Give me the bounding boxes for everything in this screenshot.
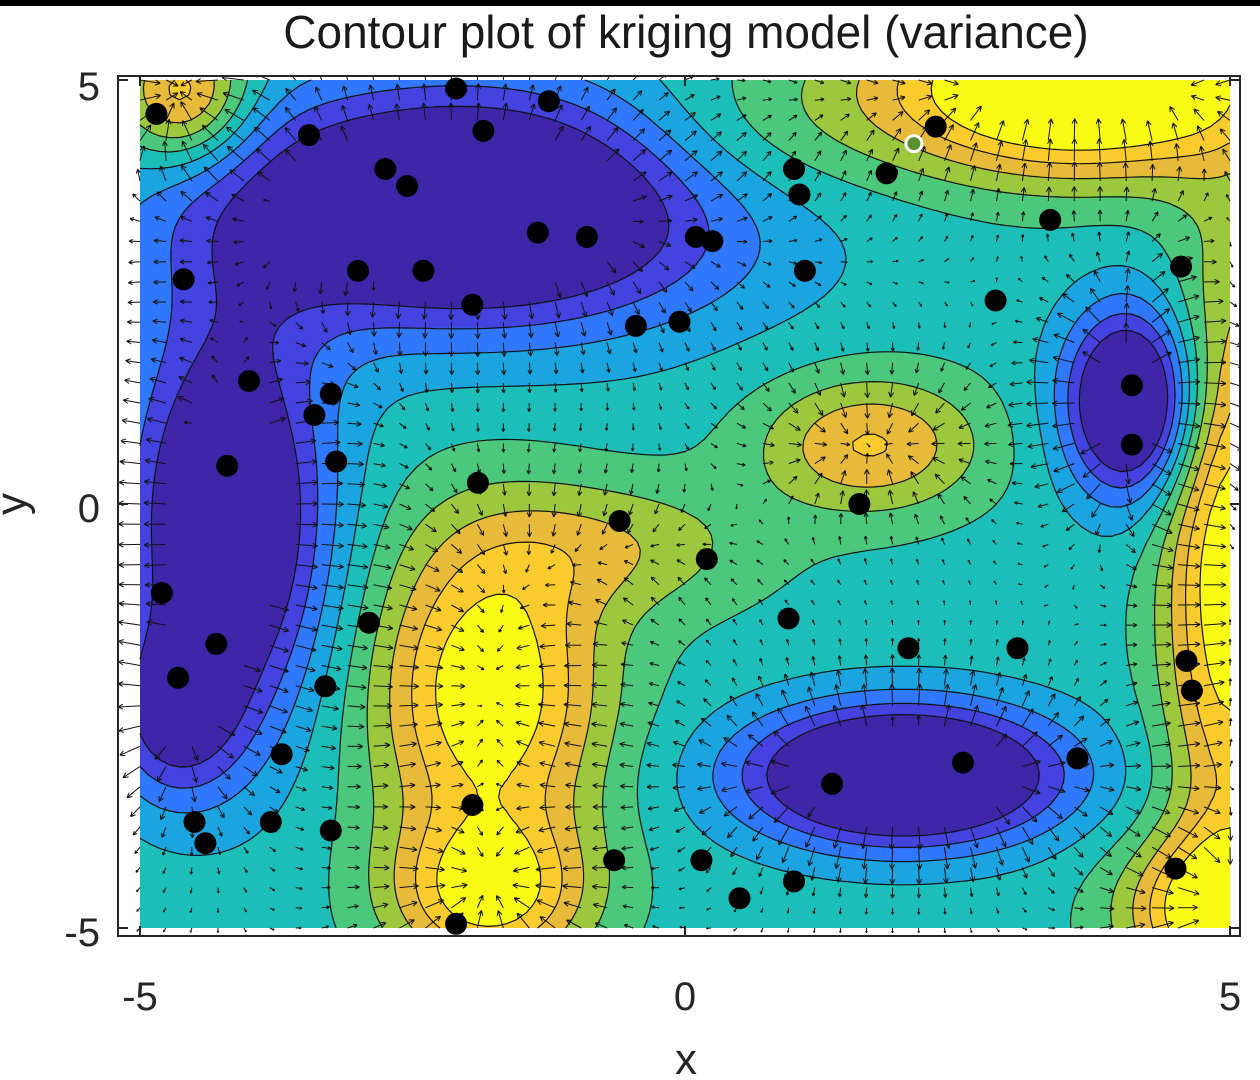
contour-line [139,79,1199,929]
y-tick-label-min: -5 [64,911,100,955]
sample-point [461,293,484,316]
sample-point [1039,208,1062,231]
sample-point [1120,374,1143,397]
sample-point [167,666,190,689]
contour-line [139,79,1191,886]
sample-point [1120,433,1143,456]
sample-point [788,183,811,206]
sample-point [875,162,898,185]
sample-point [728,887,751,910]
sample-point [412,259,435,282]
quiver-arrows [118,76,1240,934]
sample-point [145,102,168,125]
top-border [0,0,1260,6]
sample-point [848,493,871,515]
sample-point [897,637,920,660]
axis-ticks [118,76,1240,936]
sample-point [319,819,342,842]
sample-point [183,811,206,833]
sample-point [445,912,468,935]
x-tick-label-min: -5 [122,975,158,1019]
chart-title: Contour plot of kriging model (variance) [283,6,1088,58]
highlight-point [904,134,924,154]
sample-point [952,751,974,774]
x-tick-label-max: 5 [1219,975,1241,1019]
sample-point [1164,857,1187,880]
sample-point [1180,679,1203,702]
sample-point [216,454,239,477]
sample-point [1175,649,1198,672]
contour-line [139,105,1169,837]
sample-point [150,582,173,604]
sample-point [297,124,320,147]
sample-point [396,175,419,197]
y-tick-label-mid: 0 [78,487,100,531]
sample-point [259,811,282,833]
sample-point [1006,637,1029,660]
sample-point [325,450,348,473]
x-tick-label-mid: 0 [674,975,696,1019]
sample-point [194,832,217,855]
y-tick-label-max: 5 [78,65,100,109]
sample-points [145,77,1203,935]
sample-point [1066,747,1089,770]
sample-point [777,607,800,630]
sample-point [984,289,1007,312]
contour-line [142,79,1231,929]
sample-point [526,221,549,244]
x-axis-label: x [675,1035,697,1080]
contour-line [139,79,1208,929]
sample-point [1170,255,1192,278]
sample-point [374,158,397,180]
sample-point [238,370,260,392]
sample-point [668,310,691,333]
sample-point [461,794,484,816]
contour-line [139,85,1176,848]
sample-point [319,382,342,405]
sample-point [537,90,560,113]
sample-point [624,314,647,337]
sample-point [270,743,293,766]
sample-point [445,77,468,100]
sample-point [701,230,724,253]
gradient-arrows [118,76,1240,934]
sample-point [695,548,718,571]
sample-point [924,115,947,138]
y-axis-label: y [0,493,36,515]
sample-point [690,849,713,872]
sample-point [793,259,816,282]
sample-point [603,849,626,872]
sample-point [357,611,380,634]
sample-point [466,471,489,494]
sample-point [303,404,326,426]
sample-point [314,675,337,698]
sample-point [783,870,805,893]
sample-point [575,225,598,248]
sample-point [821,772,844,795]
axes-frame [117,75,1241,937]
sample-point [783,158,805,180]
sample-point [205,632,228,655]
sample-point [472,119,495,142]
sample-point [608,510,631,532]
sample-point [347,259,369,282]
sample-point [172,268,195,291]
